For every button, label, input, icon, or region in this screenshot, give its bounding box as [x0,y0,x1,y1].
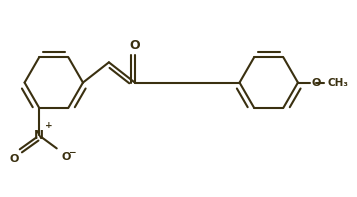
Text: O: O [9,153,19,164]
Text: O: O [130,39,140,52]
Text: O: O [312,78,321,88]
Text: O: O [61,152,71,163]
Text: N: N [34,129,44,142]
Text: −: − [68,148,75,157]
Text: +: + [45,121,52,130]
Text: CH₃: CH₃ [327,78,348,88]
